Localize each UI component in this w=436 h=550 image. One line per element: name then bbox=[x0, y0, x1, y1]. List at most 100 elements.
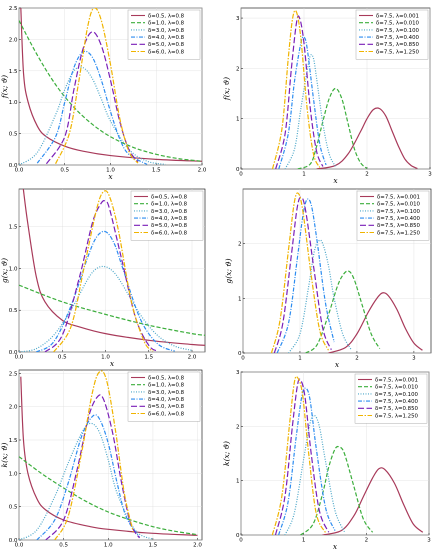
x-tick-label: 0 bbox=[241, 356, 245, 362]
legend-label: δ=3.0, λ=0.8 bbox=[148, 390, 185, 396]
y-tick-label: 1 bbox=[236, 479, 240, 485]
series-line-4 bbox=[36, 230, 175, 352]
legend-label: δ=0.5, λ=0.8 bbox=[148, 375, 185, 381]
legend-label: δ=7.5, λ=0.400 bbox=[377, 216, 421, 222]
series-line-6 bbox=[270, 192, 330, 353]
legend-label: δ=7.5, λ=1.250 bbox=[375, 413, 419, 419]
y-tick-label: 1.0 bbox=[9, 100, 18, 106]
legend-label: δ=7.5, λ=0.001 bbox=[377, 194, 420, 200]
x-tick-label: 2 bbox=[365, 172, 369, 178]
y-tick-label: 0.0 bbox=[9, 538, 18, 544]
series-line-1 bbox=[22, 189, 205, 346]
legend-label: δ=7.5, λ=0.010 bbox=[377, 202, 421, 208]
x-axis-label: x bbox=[335, 360, 340, 369]
y-axis-label: f(x; ϑ) bbox=[0, 75, 9, 99]
legend-label: δ=7.5, λ=0.100 bbox=[376, 28, 420, 34]
y-axis-label: g(x; ϑ) bbox=[224, 258, 233, 283]
x-tick-label: 0 bbox=[239, 172, 243, 178]
x-tick-label: 2.0 bbox=[188, 355, 197, 361]
legend-label: δ=7.5, λ=1.250 bbox=[377, 230, 421, 236]
x-tick-label: 0.5 bbox=[59, 543, 68, 549]
legend-label: δ=7.5, λ=0.100 bbox=[375, 392, 419, 398]
y-tick-label: 0 bbox=[236, 167, 240, 173]
series-line-4 bbox=[278, 387, 336, 535]
x-tick-label: 1 bbox=[298, 356, 302, 362]
series-line-3 bbox=[288, 239, 352, 353]
y-tick-label: 2 bbox=[236, 424, 240, 430]
series-line-5 bbox=[45, 31, 139, 165]
series-line-2 bbox=[19, 20, 202, 162]
panel-1: 0.0 0.5 1.0 1.5 2.0 0.0 0.5 1.0 1.5 2.0 2.5 x f(x; ϑ… bbox=[0, 6, 207, 181]
legend-label: δ=4.0, λ=0.8 bbox=[148, 397, 185, 403]
series-line-3 bbox=[19, 265, 193, 352]
y-tick-label: 1.5 bbox=[9, 69, 18, 75]
y-tick-label: 2.0 bbox=[9, 37, 18, 43]
y-tick-label: 0.5 bbox=[9, 308, 18, 314]
series-line-6 bbox=[55, 8, 139, 164]
legend-box bbox=[127, 9, 201, 60]
legend-label: δ=7.5, λ=0.001 bbox=[376, 13, 419, 19]
series-line-2 bbox=[300, 445, 374, 535]
y-tick-label: 3 bbox=[236, 370, 240, 376]
legend-label: δ=7.5, λ=0.100 bbox=[377, 209, 421, 215]
series-line-5 bbox=[274, 378, 330, 535]
series-line-2 bbox=[305, 270, 381, 353]
series-line-5 bbox=[275, 15, 324, 169]
y-tick-label: 1.0 bbox=[9, 471, 18, 477]
legend-label: δ=0.5, λ=0.8 bbox=[151, 194, 188, 200]
legend-box bbox=[127, 371, 201, 422]
legend-label: δ=7.5, λ=0.010 bbox=[376, 21, 420, 27]
series-line-6 bbox=[53, 190, 154, 352]
x-tick-label: 3 bbox=[412, 356, 416, 362]
legend-box bbox=[355, 9, 429, 60]
x-tick-label: 1.5 bbox=[152, 168, 161, 174]
series-line-3 bbox=[284, 414, 345, 535]
legend-label: δ=7.5, λ=0.850 bbox=[375, 406, 419, 412]
x-axis-label: x bbox=[333, 176, 338, 185]
series-line-6 bbox=[271, 375, 327, 535]
y-tick-label: 2 bbox=[238, 242, 242, 248]
x-tick-label: 2 bbox=[365, 538, 369, 544]
series-line-4 bbox=[278, 36, 327, 169]
legend-label: δ=7.5, λ=1.250 bbox=[376, 49, 420, 55]
x-tick-label: 3 bbox=[428, 172, 432, 178]
legend-label: δ=0.5, λ=0.8 bbox=[148, 13, 185, 19]
y-axis-label: k(x; ϑ) bbox=[222, 441, 231, 466]
series-line-5 bbox=[45, 394, 141, 540]
x-tick-label: 1.0 bbox=[104, 543, 113, 549]
legend-label: δ=3.0, λ=0.8 bbox=[148, 28, 185, 34]
legend-label: δ=7.5, λ=0.850 bbox=[377, 223, 421, 229]
y-axis-label: g(x; ϑ) bbox=[0, 258, 9, 283]
y-tick-label: 3 bbox=[236, 16, 240, 22]
y-tick-label: 1 bbox=[238, 296, 242, 302]
panel-3: 0.0 0.5 1.0 1.5 2.0 0.0 0.5 1.0 1.5 x g(x; ϑ) δ=0.5… bbox=[0, 188, 206, 368]
x-tick-label: 0.5 bbox=[60, 168, 69, 174]
legend-label: δ=4.0, λ=0.8 bbox=[148, 35, 185, 41]
legend-label: δ=5.0, λ=0.8 bbox=[151, 223, 188, 229]
legend-label: δ=1.0, λ=0.8 bbox=[148, 21, 185, 27]
legend-label: δ=6.0, λ=0.8 bbox=[151, 230, 188, 236]
x-tick-label: 0.0 bbox=[15, 168, 24, 174]
y-tick-label: 2 bbox=[236, 66, 240, 72]
x-tick-label: 2.0 bbox=[198, 168, 207, 174]
series-line-6 bbox=[271, 9, 321, 169]
x-axis-label: x bbox=[333, 542, 338, 550]
legend-box bbox=[354, 373, 428, 424]
series-line-2 bbox=[19, 284, 205, 336]
series-line-1 bbox=[316, 107, 418, 169]
legend-label: δ=7.5, λ=0.400 bbox=[376, 35, 420, 41]
y-tick-label: 0.0 bbox=[9, 163, 18, 169]
series-line-5 bbox=[273, 196, 332, 353]
x-tick-label: 1.5 bbox=[144, 355, 153, 361]
x-tick-label: 0 bbox=[239, 538, 243, 544]
legend-label: δ=1.0, λ=0.8 bbox=[148, 383, 185, 389]
series-line-1 bbox=[20, 376, 198, 536]
y-tick-label: 1.5 bbox=[9, 438, 18, 444]
y-tick-label: 0 bbox=[238, 351, 242, 357]
legend-label: δ=4.0, λ=0.8 bbox=[151, 216, 188, 222]
y-tick-label: 2.5 bbox=[9, 371, 18, 377]
